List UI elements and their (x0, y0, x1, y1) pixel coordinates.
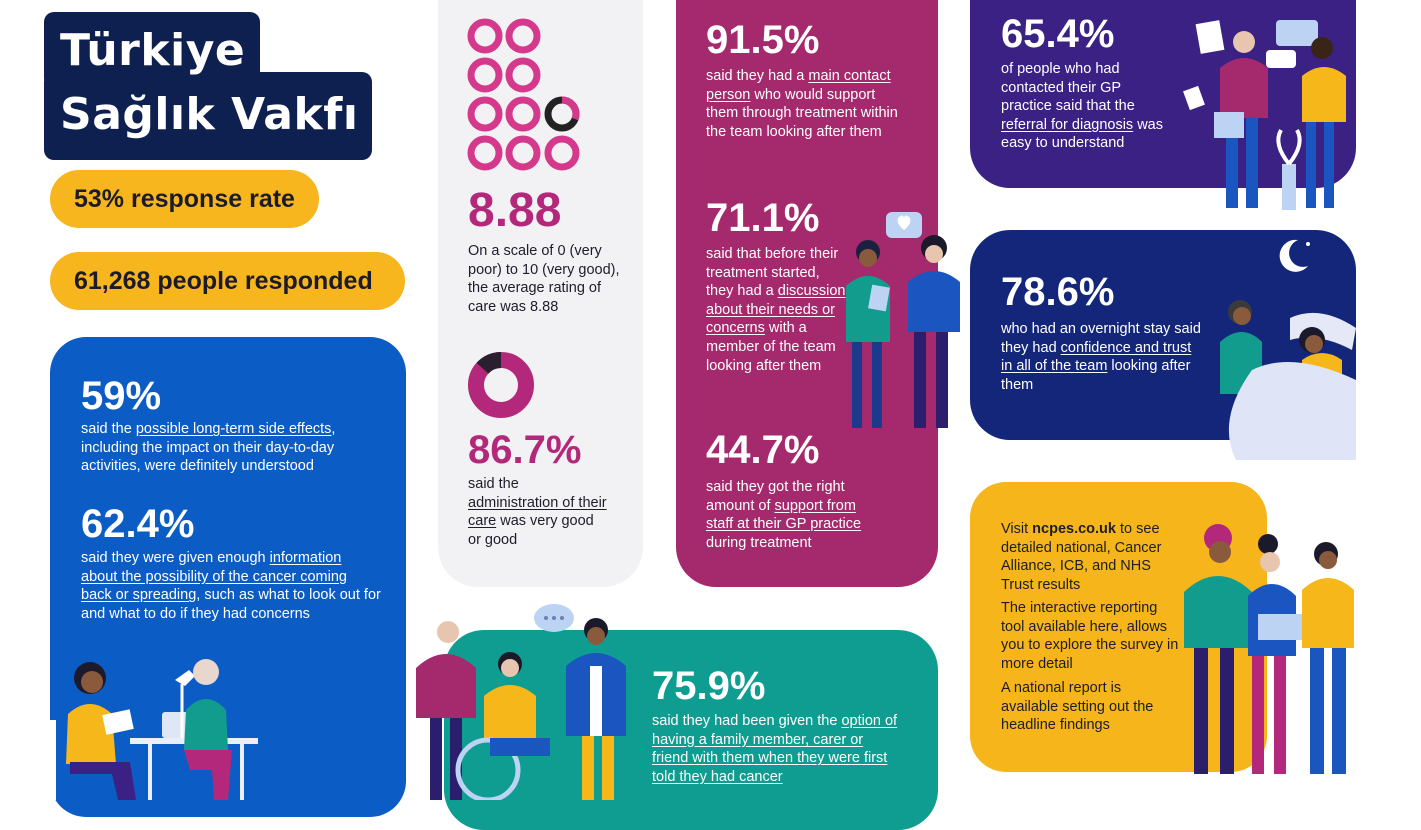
stat-75-9-text: said they had been given the option of h… (652, 713, 898, 785)
stat-65-4: 65.4% (1001, 12, 1115, 56)
brand-title-line1: Türkiye (60, 25, 246, 76)
rating-card (438, 0, 643, 587)
stat-65-4-text: of people who had contacted their GP pra… (1001, 61, 1163, 152)
ncpes-link[interactable]: ncpes.co.uk (1032, 521, 1116, 537)
two-nurses-icon (846, 212, 960, 428)
contact-person-card (676, 0, 938, 587)
stat-71-1: 71.1% (706, 196, 820, 240)
stat-44-7: 44.7% (706, 428, 820, 472)
stat-59-text: said the possible long-term side effects… (81, 421, 336, 475)
response-rate-pill: 53% response rate (50, 170, 319, 228)
person-with-laptop-icon (50, 659, 258, 800)
hospital-bed-icon (1220, 300, 1356, 460)
rating-rings-icon (467, 18, 580, 171)
stat-78-6-text: who had an overnight stay said they had … (1001, 321, 1201, 393)
title-badge-bottom (44, 72, 372, 160)
ncpes-visit-text: Visit ncpes.co.uk to see detailed nation… (1001, 521, 1162, 593)
stat-62-4: 62.4% (81, 502, 195, 546)
stat-44-7-text: said they got the right amount of suppor… (706, 479, 862, 551)
people-responded-pill: 61,268 people responded (50, 252, 405, 310)
stat-62-4-text: said they were given enough information … (81, 550, 381, 622)
rating-text: On a scale of 0 (very poor) to 10 (very … (468, 243, 620, 315)
brand-title-line2: Sağlık Vakfı (60, 89, 359, 140)
interactive-tool-text: The interactive reporting tool available… (1001, 600, 1179, 672)
stat-91-5-text: said they had a main contact person who … (706, 68, 898, 140)
stat-91-5: 91.5% (706, 18, 820, 62)
stat-71-1-text: said that before their treatment started… (706, 246, 846, 374)
administration-donut-icon (468, 352, 534, 418)
administration-stat: 86.7% (468, 428, 582, 472)
stat-78-6: 78.6% (1001, 270, 1115, 314)
rating-value: 8.88 (468, 184, 562, 237)
wheelchair-group-icon (416, 604, 626, 800)
administration-text: said the administration of their care wa… (468, 476, 607, 548)
moon-icon (1279, 239, 1310, 272)
national-report-text: A national report is available setting o… (1001, 680, 1154, 734)
gp-consultation-icon (1183, 20, 1346, 210)
stat-75-9: 75.9% (652, 664, 766, 708)
three-people-tablet-icon (1184, 524, 1354, 774)
stat-59: 59% (81, 374, 162, 418)
